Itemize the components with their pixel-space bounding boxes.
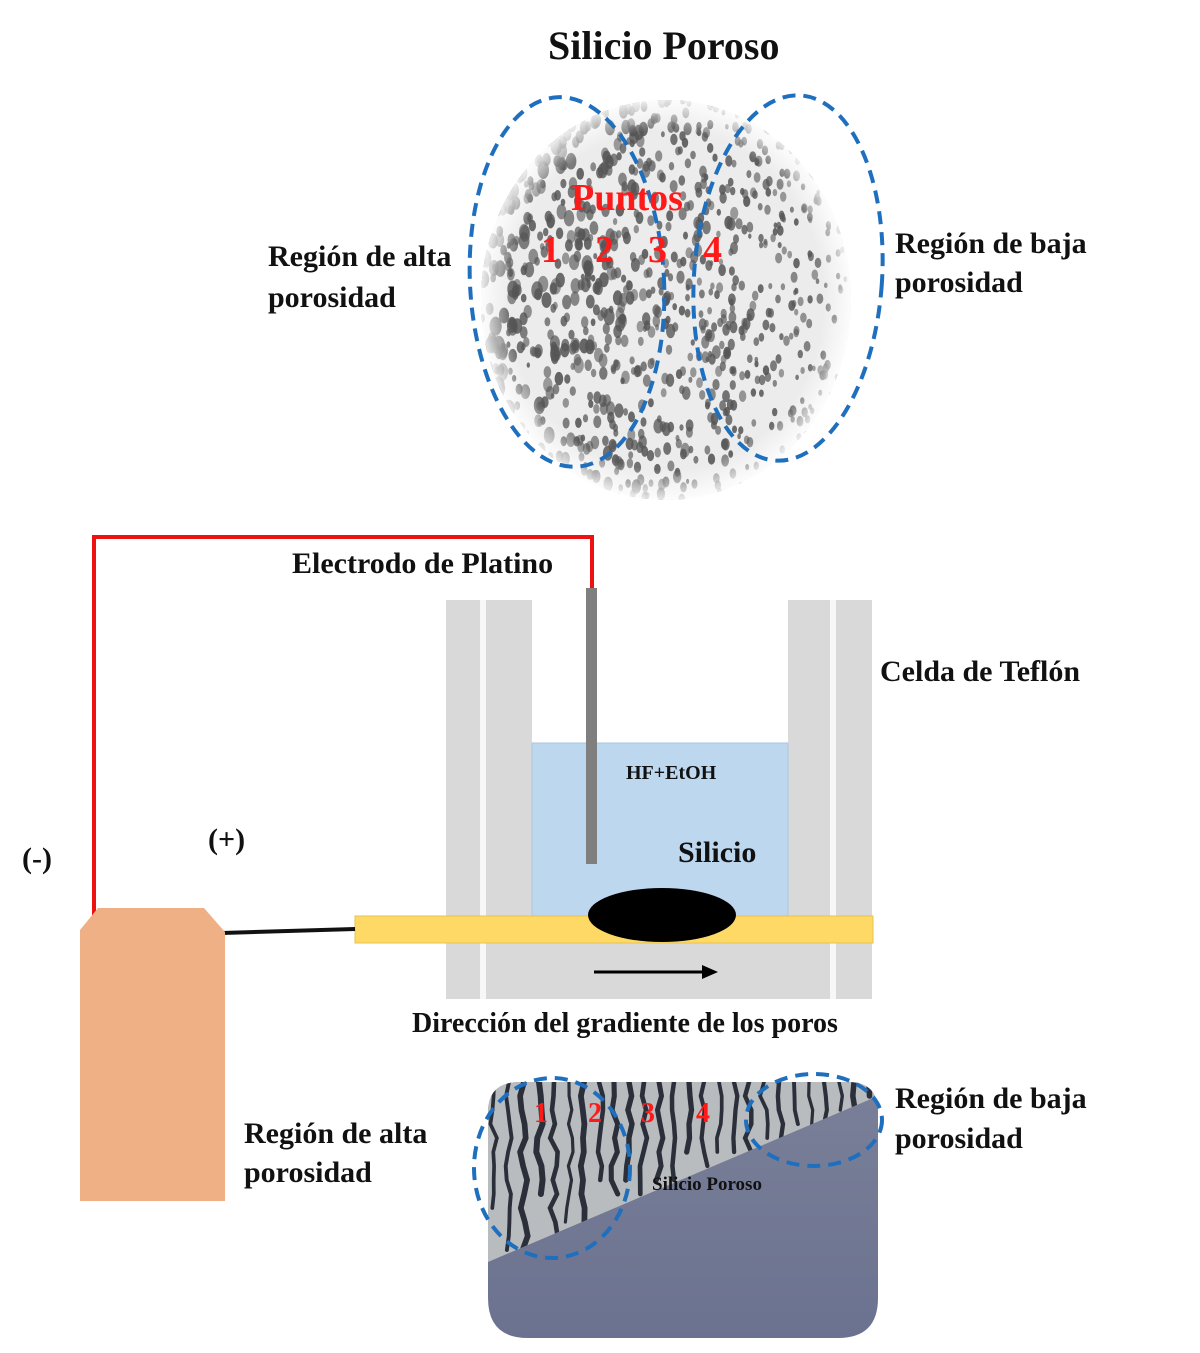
point-1-label: 1	[541, 229, 560, 271]
pore-channel	[623, 1082, 635, 1183]
page-title: Silicio Poroso	[548, 23, 780, 68]
positive-terminal-label: (+)	[208, 823, 246, 856]
electrode-label: Electrodo de Platino	[292, 547, 554, 580]
cs-point-2-label: 2	[588, 1098, 602, 1129]
high-porosity-region-outline	[467, 95, 667, 469]
platinum-electrode	[586, 588, 597, 864]
pore-channel	[517, 1082, 531, 1253]
point-3-label: 3	[648, 229, 667, 271]
cs-layer-label: Silicio Poroso	[652, 1174, 762, 1195]
pore-channel	[563, 1082, 575, 1224]
pore-channel	[698, 1082, 710, 1169]
pore-channel	[821, 1082, 829, 1127]
top-disc-diagram	[467, 93, 885, 500]
silicon-wafer	[588, 888, 736, 942]
electrolyte-label: HF+EtOH	[626, 762, 717, 784]
red-wire	[92, 535, 594, 918]
low-porosity-region-outline	[691, 93, 885, 463]
pore-channel	[775, 1082, 786, 1141]
points-label: Puntos	[571, 177, 683, 219]
cs-low-porosity-label-line2: porosidad	[895, 1122, 1023, 1155]
point-2-label: 2	[595, 229, 614, 271]
top-high-porosity-label-line2: porosidad	[268, 281, 396, 314]
pore-channel	[684, 1082, 695, 1155]
gradient-direction-label: Dirección del gradiente de los poros	[412, 1008, 838, 1039]
pore-channel	[488, 1082, 499, 1210]
pore-channel	[715, 1082, 724, 1154]
silicon-label: Silicio	[678, 836, 757, 869]
cs-point-1-label: 1	[534, 1098, 548, 1129]
black-wire	[221, 927, 356, 935]
cs-point-3-label: 3	[641, 1098, 655, 1129]
point-4-label: 4	[703, 229, 722, 271]
pore-channels	[488, 1082, 873, 1253]
pore-channel	[807, 1082, 815, 1126]
pore-channel	[669, 1082, 678, 1183]
pore-channel	[533, 1082, 546, 1197]
cs-point-4-label: 4	[696, 1098, 710, 1129]
pore-channel	[837, 1082, 845, 1112]
pore-channel	[792, 1082, 800, 1126]
cs-high-porosity-label-line1: Región de alta	[244, 1117, 428, 1150]
top-low-porosity-label-line2: porosidad	[895, 266, 1023, 299]
pore-channel	[547, 1082, 560, 1239]
top-high-porosity-label-line1: Región de alta	[268, 240, 452, 273]
cs-high-porosity-label-line2: porosidad	[244, 1156, 372, 1189]
cell-label: Celda de Teflón	[880, 655, 1081, 688]
pore-channel	[637, 1082, 650, 1197]
top-low-porosity-label-line1: Región de baja	[895, 227, 1087, 260]
teflon-cell-left-wall	[446, 600, 532, 915]
pore-channel	[653, 1082, 666, 1183]
cs-low-porosity-label-line1: Región de baja	[895, 1082, 1087, 1115]
pore-channel	[731, 1082, 740, 1155]
pore-channel	[608, 1082, 621, 1197]
pore-channel	[866, 1082, 873, 1099]
pore-channel	[577, 1082, 588, 1225]
pore-channel	[742, 1082, 754, 1155]
cs-low-porosity-outline	[744, 1072, 884, 1168]
electrolyte	[531, 742, 789, 918]
power-source	[80, 908, 225, 1201]
cs-high-porosity-outline	[472, 1076, 632, 1260]
pore-channel	[850, 1082, 858, 1113]
negative-terminal-label: (-)	[22, 842, 52, 875]
pore-channel	[503, 1082, 514, 1252]
